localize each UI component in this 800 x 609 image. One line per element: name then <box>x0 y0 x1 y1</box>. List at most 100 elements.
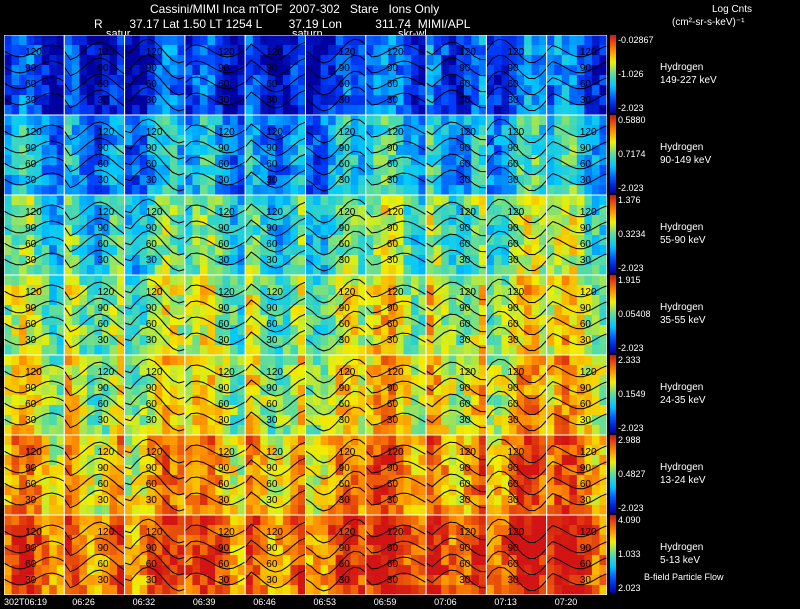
contour-label: 30 <box>266 575 278 586</box>
contour-label: 30 <box>146 95 158 106</box>
panel-label: Hydrogen 55-90 keV <box>660 221 706 247</box>
contour-line <box>486 214 547 240</box>
image-cell: 120 90 60 30 <box>365 435 427 515</box>
contour-label: 120 <box>218 47 235 58</box>
contour-label: 60 <box>97 559 109 570</box>
contour-line <box>365 44 427 58</box>
contour-line <box>546 220 607 234</box>
flow-label: B-field Particle Flow <box>644 572 724 582</box>
time-tick: 06:32 <box>132 597 156 607</box>
contour-label: 60 <box>508 399 520 410</box>
contour-label: 30 <box>580 255 592 266</box>
contour-line <box>426 233 487 253</box>
contour-line <box>184 44 246 58</box>
contour-line <box>124 54 185 80</box>
contour-line <box>486 534 547 560</box>
contour-line <box>245 441 306 461</box>
contour-line <box>486 326 547 352</box>
contour-label: 60 <box>387 399 399 410</box>
contour-line <box>64 569 125 589</box>
contour-label: 60 <box>146 559 158 570</box>
contour-label: 30 <box>459 415 471 426</box>
contour-line <box>4 364 65 378</box>
contour-label: 90 <box>387 223 399 234</box>
energy-label: 24-35 keV <box>660 395 706 406</box>
contour-line <box>4 44 65 58</box>
contour-line <box>184 540 246 554</box>
contour-line <box>546 92 607 106</box>
contour-label: 60 <box>580 319 592 330</box>
image-cell: 120 90 60 30 <box>426 355 487 435</box>
contour-line <box>426 281 487 301</box>
contour-label: 60 <box>97 159 109 170</box>
contour-label: 90 <box>218 63 230 74</box>
contour-line <box>64 473 125 493</box>
contour-line <box>4 220 65 234</box>
contour-line <box>245 249 306 269</box>
contour-line <box>4 556 65 570</box>
contour-label: 120 <box>218 287 235 298</box>
colorbar-min: -2.023 <box>618 503 644 513</box>
contour-label: 90 <box>266 143 278 154</box>
species-label: Hydrogen <box>660 302 704 313</box>
contour-line <box>245 489 306 509</box>
contour-line <box>546 76 607 90</box>
contour-line <box>64 73 125 93</box>
contour-label: 90 <box>508 383 520 394</box>
contour-label: 30 <box>266 95 278 106</box>
contour-line <box>184 156 246 170</box>
contour-label: 90 <box>339 223 351 234</box>
contour-label: 60 <box>25 79 37 90</box>
contour-label: 90 <box>266 383 278 394</box>
contour-line <box>124 230 185 256</box>
contour-label: 90 <box>387 303 399 314</box>
image-cell: 120 90 60 30 <box>4 35 65 115</box>
contour-label: 30 <box>387 95 399 106</box>
contour-line <box>426 537 487 557</box>
contour-label: 90 <box>266 543 278 554</box>
contour-line <box>486 70 547 96</box>
image-cell: 120 90 60 30 <box>305 275 366 355</box>
contour-label: 30 <box>218 255 230 266</box>
contour-line <box>4 380 65 394</box>
contour-line <box>124 166 185 192</box>
contour-line <box>245 457 306 477</box>
contour-label: 90 <box>580 543 592 554</box>
contour-line <box>546 140 607 154</box>
ephemeris-line: R 37.17 Lat 1.50 LT 1254 L 37.19 Lon 311… <box>94 17 471 31</box>
contour-label: 120 <box>266 447 283 458</box>
image-cell: 120 90 60 30 <box>4 115 65 195</box>
contour-line <box>486 198 547 224</box>
contour-line <box>4 204 65 218</box>
image-cell: 120 90 60 30 <box>124 275 185 355</box>
contour-label: 90 <box>580 223 592 234</box>
contour-label: 90 <box>25 543 37 554</box>
image-cell: 120 90 60 30 <box>4 435 65 515</box>
contour-label: 90 <box>97 223 109 234</box>
contour-label: 30 <box>459 575 471 586</box>
contour-line <box>365 236 427 250</box>
contour-line <box>305 374 366 400</box>
contour-label: 60 <box>387 79 399 90</box>
panel-label: Hydrogen 5-13 keV <box>660 541 703 567</box>
contour-label: 90 <box>146 303 158 314</box>
species-label: Hydrogen <box>660 222 704 233</box>
contour-label: 30 <box>25 495 37 506</box>
contour-line <box>546 460 607 474</box>
species-label: Hydrogen <box>660 142 704 153</box>
contour-label: 120 <box>580 447 597 458</box>
contour-label: 60 <box>339 79 351 90</box>
contour-label: 60 <box>508 79 520 90</box>
contour-line <box>365 316 427 330</box>
contour-line <box>426 457 487 477</box>
contour-line <box>184 300 246 314</box>
contour-line <box>365 460 427 474</box>
contour-line <box>305 134 366 160</box>
contour-line <box>64 41 125 61</box>
colorbar <box>610 115 616 193</box>
contour-label: 90 <box>97 463 109 474</box>
contour-line <box>426 201 487 221</box>
contour-line <box>305 438 366 464</box>
contour-line <box>4 252 65 266</box>
time-tick: 07:20 <box>554 597 578 607</box>
